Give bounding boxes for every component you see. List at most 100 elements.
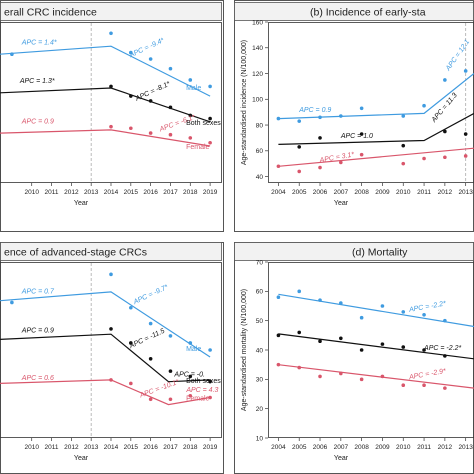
x-tick-label: 2011 bbox=[417, 189, 431, 196]
data-point-both-sexes bbox=[148, 357, 153, 361]
data-point-both-sexes bbox=[168, 369, 173, 373]
data-point-female bbox=[318, 165, 322, 170]
x-tick-label: 2015 bbox=[124, 444, 139, 451]
series-end-label-both-sexes: Both sexes bbox=[186, 120, 221, 127]
x-axis-label: Year bbox=[74, 200, 89, 207]
apc-label-both-sexes: APC = -2.2* bbox=[423, 345, 461, 352]
data-point-both-sexes bbox=[359, 348, 364, 352]
data-point-both-sexes bbox=[297, 330, 302, 335]
data-point-female bbox=[148, 397, 153, 402]
panel-title: (b) Incidence of early-sta bbox=[310, 7, 426, 19]
x-tick-label: 2008 bbox=[354, 189, 369, 196]
data-point-male bbox=[129, 305, 133, 310]
data-point-male bbox=[422, 103, 426, 108]
y-tick-label: 50 bbox=[256, 318, 264, 325]
data-point-female bbox=[297, 365, 302, 370]
series-end-label-male: Male bbox=[186, 346, 201, 353]
x-tick-label: 2004 bbox=[271, 189, 286, 196]
data-point-both-sexes bbox=[401, 143, 406, 148]
x-tick-label: 2007 bbox=[334, 189, 349, 196]
data-point-both-sexes bbox=[276, 333, 281, 338]
data-point-both-sexes bbox=[318, 136, 322, 140]
x-tick-label: 2007 bbox=[334, 444, 349, 451]
data-point-male bbox=[297, 289, 302, 294]
data-point-female bbox=[188, 393, 193, 398]
data-point-both-sexes bbox=[109, 84, 113, 89]
panel-title: erall CRC incidence bbox=[4, 7, 97, 19]
data-point-male bbox=[188, 78, 193, 82]
x-tick-label: 2016 bbox=[143, 189, 158, 196]
data-point-male bbox=[208, 84, 212, 89]
data-point-both-sexes bbox=[359, 132, 364, 136]
data-point-male bbox=[276, 295, 281, 300]
x-tick-label: 2017 bbox=[163, 189, 178, 196]
data-point-male bbox=[109, 272, 113, 277]
data-point-both-sexes bbox=[463, 132, 468, 136]
data-point-male bbox=[109, 31, 113, 36]
data-point-male bbox=[10, 52, 14, 56]
data-point-female bbox=[401, 161, 406, 166]
data-point-female bbox=[109, 124, 113, 129]
y-tick-label: 80 bbox=[256, 122, 264, 129]
x-tick-label: 2010 bbox=[396, 444, 411, 451]
data-point-male bbox=[318, 298, 322, 302]
data-point-male bbox=[168, 334, 173, 338]
data-point-female bbox=[401, 383, 406, 388]
data-point-male bbox=[168, 66, 173, 71]
data-point-both-sexes bbox=[443, 129, 447, 134]
y-axis-label: Age-standardised mortality (N/100,000) bbox=[241, 289, 248, 411]
trend-line-male bbox=[278, 73, 474, 120]
trend-line-both-sexes bbox=[0, 333, 211, 383]
x-axis-label: Year bbox=[334, 200, 349, 207]
x-tick-label: 2018 bbox=[183, 444, 198, 451]
data-point-female bbox=[276, 164, 281, 169]
data-point-both-sexes bbox=[188, 374, 193, 379]
y-tick-label: 10 bbox=[256, 435, 264, 442]
chart-panel-3: ence of advanced-stage CRCs 2010 2011 2012 2… bbox=[0, 242, 224, 474]
x-tick-label: 2006 bbox=[313, 189, 328, 196]
series-end-label-female: Female bbox=[186, 144, 209, 151]
data-point-female bbox=[129, 126, 133, 131]
y-tick-label: 100 bbox=[252, 97, 263, 104]
data-point-female bbox=[318, 374, 322, 379]
x-tick-label: 2011 bbox=[45, 444, 59, 451]
y-tick-label: 160 bbox=[252, 19, 263, 26]
x-tick-label: 2019 bbox=[203, 189, 218, 196]
trend-line-male bbox=[0, 45, 211, 97]
data-point-male bbox=[297, 119, 302, 123]
apc-label-female: APC = 0.9 bbox=[21, 118, 54, 125]
plot-area bbox=[0, 22, 222, 183]
data-point-both-sexes bbox=[208, 116, 212, 121]
apc-label-male: APC = 0.9 bbox=[298, 107, 331, 114]
data-point-female bbox=[168, 397, 173, 402]
data-point-male bbox=[463, 69, 468, 73]
x-tick-label: 2015 bbox=[124, 189, 139, 196]
data-point-female bbox=[339, 371, 343, 376]
series-end-label-male: Male bbox=[186, 85, 201, 92]
data-point-female bbox=[463, 154, 468, 158]
data-point-both-sexes bbox=[109, 327, 113, 331]
x-tick-label: 2012 bbox=[64, 444, 79, 451]
data-point-male bbox=[148, 321, 153, 326]
apc-label-male: APC = 1.4* bbox=[21, 40, 57, 47]
data-point-female bbox=[188, 136, 193, 140]
data-point-male bbox=[339, 301, 343, 305]
data-point-male bbox=[401, 114, 406, 118]
x-tick-label: 2005 bbox=[292, 189, 307, 196]
data-point-both-sexes bbox=[339, 336, 343, 341]
panel-title: ence of advanced-stage CRCs bbox=[4, 247, 147, 259]
panel-title-bar bbox=[0, 2, 222, 21]
data-point-male bbox=[318, 115, 322, 120]
data-point-female bbox=[422, 156, 426, 161]
chart-panel-2: (b) Incidence of early-sta 2004 2005 2006 20… bbox=[234, 0, 474, 232]
x-axis-label: Year bbox=[334, 455, 349, 462]
x-tick-label: 2014 bbox=[104, 444, 119, 451]
y-tick-label: 120 bbox=[252, 71, 263, 78]
data-point-both-sexes bbox=[422, 348, 426, 352]
data-point-male bbox=[380, 304, 385, 308]
apc-label-both-sexes: APC = -0. bbox=[173, 371, 205, 378]
data-point-male bbox=[443, 78, 447, 82]
panel-title-bar bbox=[0, 242, 222, 261]
panel-title: (d) Mortality bbox=[352, 247, 408, 259]
